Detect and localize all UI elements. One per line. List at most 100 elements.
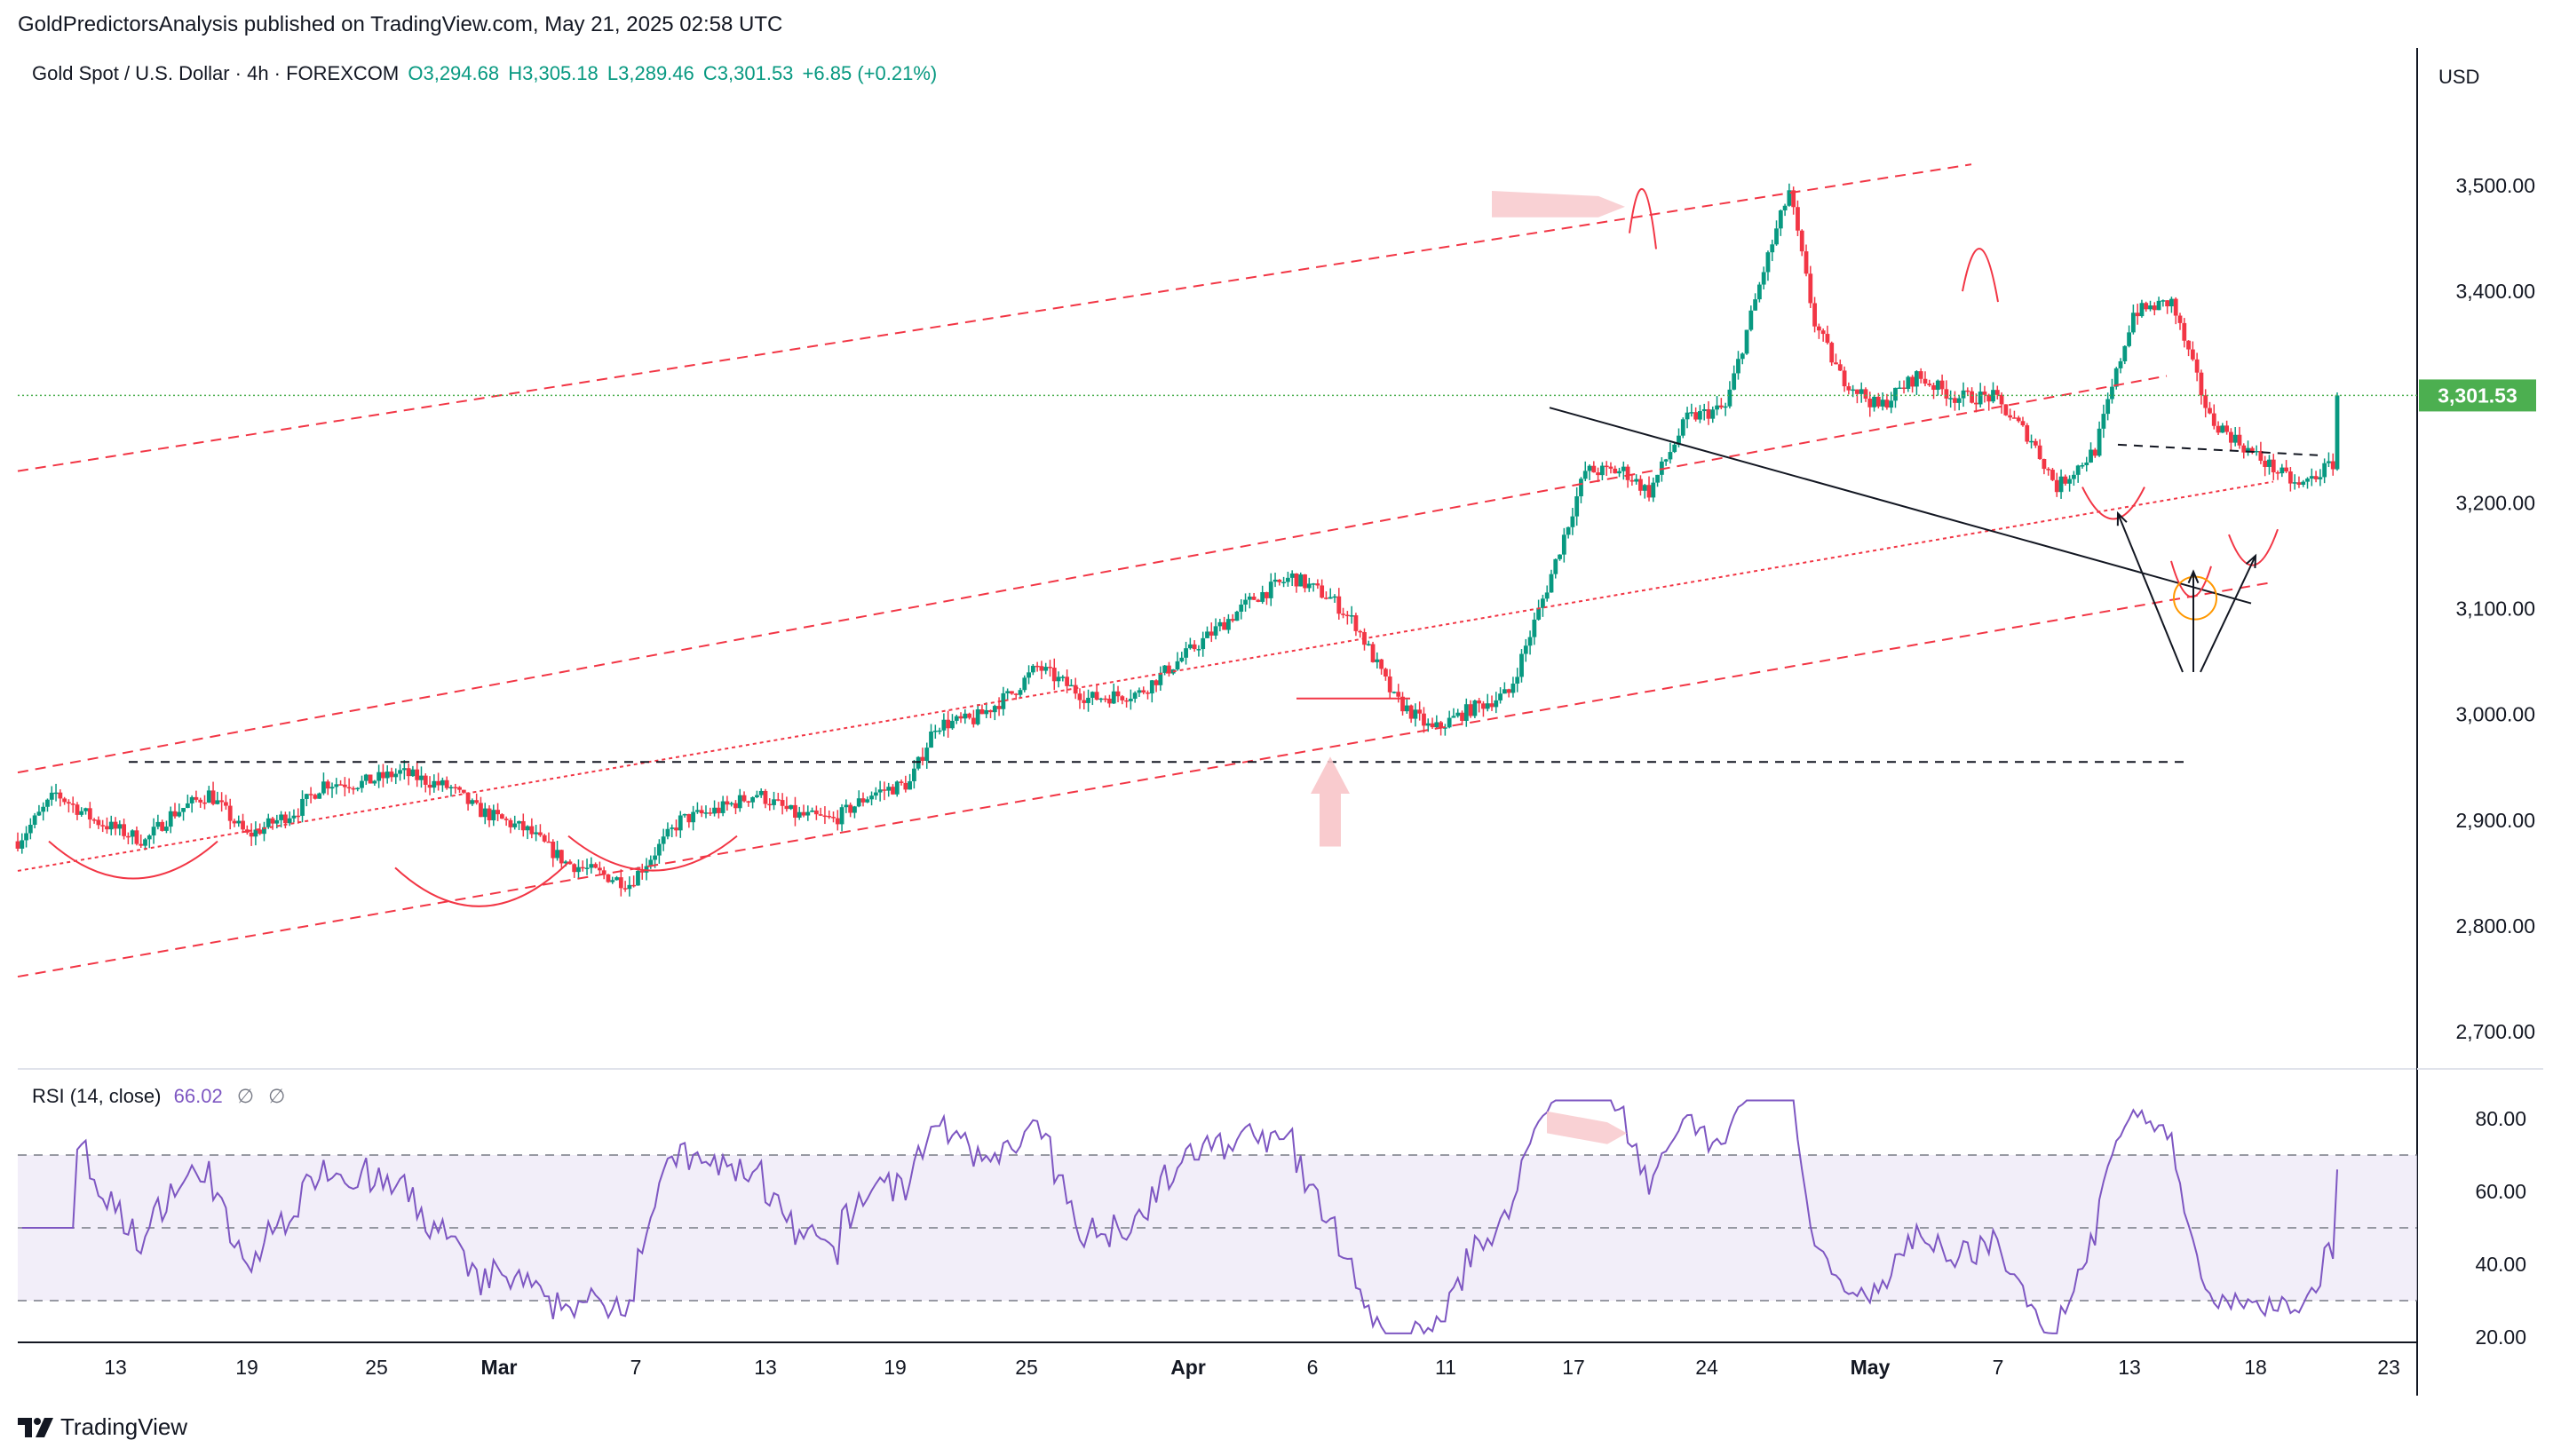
candle-body[interactable] — [873, 792, 878, 796]
candle-body[interactable] — [2118, 360, 2123, 368]
candle-body[interactable] — [1107, 698, 1112, 704]
candle-body[interactable] — [763, 790, 768, 804]
candle-body[interactable] — [932, 730, 938, 732]
candle-body[interactable] — [1341, 613, 1345, 615]
candle-body[interactable] — [1965, 390, 1970, 392]
candle-body[interactable] — [291, 815, 297, 819]
candle-body[interactable] — [49, 792, 54, 800]
candle-body[interactable] — [1320, 585, 1325, 598]
candle-body[interactable] — [1205, 631, 1209, 638]
candle-body[interactable] — [1073, 684, 1078, 694]
candle-body[interactable] — [321, 781, 326, 794]
candle-body[interactable] — [1753, 299, 1758, 311]
candle-body[interactable] — [28, 824, 33, 834]
candle-body[interactable] — [839, 807, 844, 825]
candle-body[interactable] — [963, 713, 968, 719]
candle-body[interactable] — [1294, 573, 1299, 587]
candle-body[interactable] — [1829, 343, 1835, 363]
candle-body[interactable] — [1765, 252, 1771, 273]
candle-body[interactable] — [648, 859, 654, 866]
candle-body[interactable] — [606, 874, 611, 882]
candle-body[interactable] — [2216, 425, 2221, 433]
candle-body[interactable] — [385, 772, 390, 779]
candle-body[interactable] — [656, 843, 662, 856]
candle-body[interactable] — [2220, 425, 2225, 433]
candle-body[interactable] — [122, 824, 126, 836]
candle-body[interactable] — [1638, 479, 1643, 491]
candle-body[interactable] — [1060, 677, 1066, 678]
candle-body[interactable] — [597, 867, 602, 871]
candle-body[interactable] — [801, 811, 806, 816]
candle-body[interactable] — [1103, 698, 1108, 700]
candle-body[interactable] — [1527, 637, 1533, 646]
candle-body[interactable] — [346, 787, 352, 789]
candle-body[interactable] — [1906, 376, 1911, 389]
candle-body[interactable] — [741, 795, 747, 802]
candle-body[interactable] — [381, 772, 385, 779]
candle-body[interactable] — [24, 833, 28, 841]
candle-body[interactable] — [1179, 657, 1185, 661]
upper-channel-line[interactable] — [17, 163, 1972, 472]
candle-body[interactable] — [1625, 466, 1630, 480]
trend-line[interactable] — [1549, 407, 2252, 605]
highlight-circle[interactable] — [2173, 575, 2217, 621]
candle-body[interactable] — [2063, 476, 2068, 484]
candle-body[interactable] — [789, 804, 794, 810]
candle-body[interactable] — [1137, 690, 1142, 693]
candle-body[interactable] — [699, 810, 704, 814]
candle-body[interactable] — [1608, 466, 1614, 469]
candle-body[interactable] — [1570, 516, 1575, 527]
candle-body[interactable] — [2020, 421, 2026, 426]
candle-body[interactable] — [827, 815, 832, 818]
candle-body[interactable] — [1311, 583, 1316, 585]
candle-body[interactable] — [1875, 396, 1881, 407]
candle-body[interactable] — [487, 808, 492, 820]
candle-body[interactable] — [1306, 583, 1312, 589]
candle-body[interactable] — [512, 823, 518, 827]
candle-body[interactable] — [797, 811, 802, 819]
candle-body[interactable] — [848, 804, 853, 813]
candle-body[interactable] — [920, 756, 925, 761]
candle-body[interactable] — [542, 835, 547, 842]
v-arrows[interactable] — [2116, 510, 2257, 673]
candle-body[interactable] — [2229, 431, 2233, 443]
candle-body[interactable] — [1756, 284, 1762, 300]
candle-body[interactable] — [1384, 669, 1388, 677]
candle-body[interactable] — [108, 821, 114, 830]
candle-body[interactable] — [262, 827, 266, 835]
candle-body[interactable] — [2097, 428, 2102, 456]
candle-body[interactable] — [691, 811, 696, 823]
candle-body[interactable] — [780, 800, 785, 806]
candle-body[interactable] — [975, 709, 980, 724]
candle-body[interactable] — [1544, 592, 1550, 599]
candle-body[interactable] — [529, 826, 535, 835]
candle-body[interactable] — [2003, 404, 2009, 415]
candle-body[interactable] — [1086, 697, 1090, 703]
candle-body[interactable] — [551, 842, 556, 859]
candle-body[interactable] — [1051, 668, 1057, 682]
candle-body[interactable] — [1655, 474, 1660, 483]
candle-body[interactable] — [1706, 408, 1711, 419]
candle-body[interactable] — [70, 803, 75, 805]
candle-body[interactable] — [2101, 414, 2106, 429]
candle-body[interactable] — [971, 717, 976, 724]
candle-body[interactable] — [1846, 386, 1851, 391]
candle-body[interactable] — [377, 772, 382, 781]
candle-body[interactable] — [979, 709, 985, 715]
candle-body[interactable] — [1796, 207, 1800, 231]
candle-body[interactable] — [1353, 615, 1359, 631]
candle-body[interactable] — [865, 799, 870, 803]
candle-body[interactable] — [79, 811, 84, 815]
candle-body[interactable] — [2224, 425, 2230, 432]
candle-body[interactable] — [712, 807, 717, 814]
candle-body[interactable] — [2292, 482, 2297, 484]
candle-body[interactable] — [1973, 402, 1978, 405]
candle-body[interactable] — [661, 836, 666, 844]
candle-body[interactable] — [1358, 630, 1363, 633]
candle-body[interactable] — [1672, 444, 1677, 453]
candle-body[interactable] — [996, 706, 1002, 709]
candle-body[interactable] — [296, 815, 301, 818]
candle-body[interactable] — [1770, 244, 1775, 253]
candle-body[interactable] — [1082, 700, 1087, 703]
